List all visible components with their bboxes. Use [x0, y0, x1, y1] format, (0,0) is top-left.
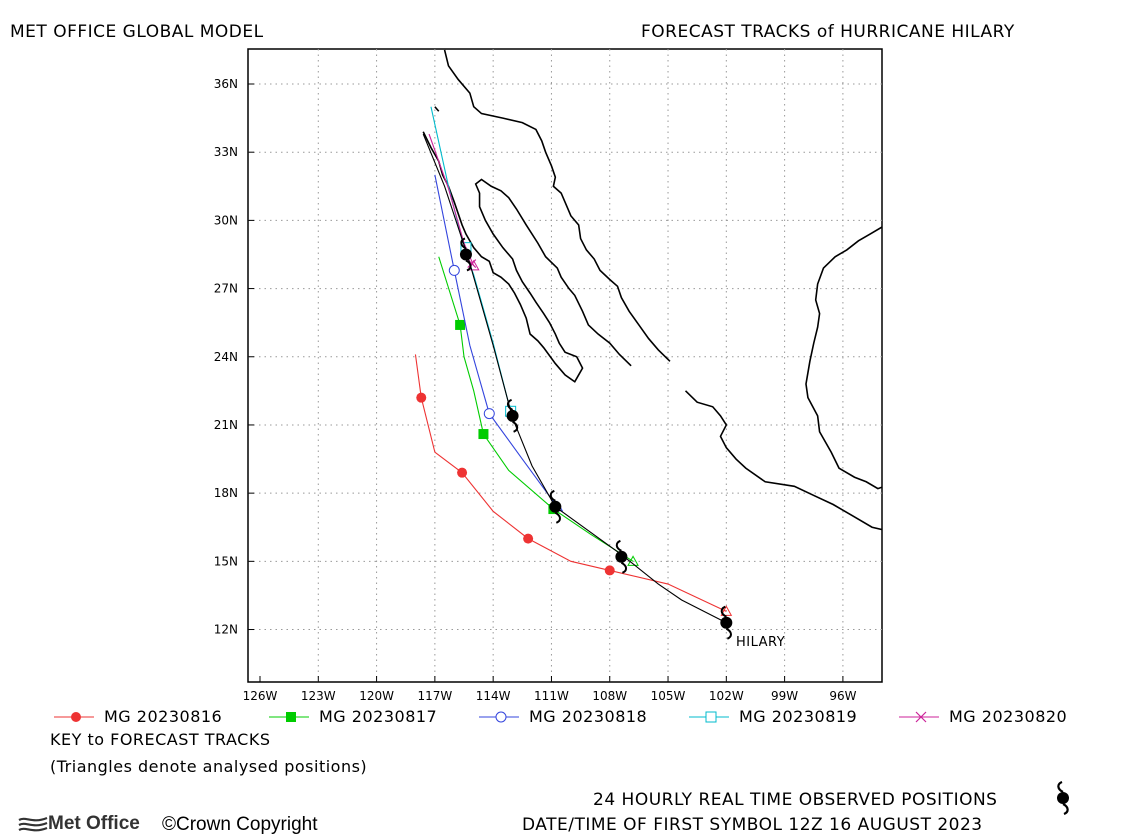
legend-label: MG 20230816: [104, 707, 223, 726]
lon-tick-label: 111W: [534, 689, 569, 700]
lat-tick-label: 15N: [214, 554, 238, 568]
track-marker: [523, 533, 534, 544]
coastline: [422, 131, 632, 383]
lon-tick-label: 117W: [417, 689, 452, 700]
lat-tick-label: 36N: [214, 77, 238, 91]
lon-tick-label: 108W: [592, 689, 627, 700]
met-office-wave-icon: [18, 816, 48, 832]
track-line: [434, 174, 558, 508]
legend-item-20230816: MG 20230816: [50, 706, 222, 726]
hurricane-symbol-icon: [720, 605, 733, 640]
legend-item-20230820: MG 20230820: [895, 706, 1067, 726]
coastline: [434, 106, 440, 112]
legend-swatch-green-square: [269, 711, 309, 722]
track-marker: [416, 392, 427, 403]
lon-tick-label: 126W: [243, 689, 278, 700]
legend-swatch-cyan-square: [689, 711, 729, 722]
lat-tick-label: 27N: [214, 282, 238, 296]
lon-tick-label: 99W: [771, 689, 798, 700]
header-left-title: MET OFFICE GLOBAL MODEL: [10, 22, 264, 42]
longitude-labels: 126W 123W 120W 117W 114W 111W 108W 105W 102W 99W 9…: [243, 689, 857, 700]
legend-label: MG 20230819: [739, 707, 858, 726]
coastlines: [422, 49, 882, 531]
crown-copyright: ©Crown Copyright: [162, 814, 318, 835]
track-marker: [448, 264, 460, 276]
lat-tick-label: 24N: [214, 350, 238, 364]
track-marker: [483, 408, 495, 420]
hurricane-symbol-icon: [506, 398, 519, 433]
header-right-title: FORECAST TRACKS of HURRICANE HILARY: [641, 22, 1015, 42]
legend-item-20230817: MG 20230817: [265, 706, 437, 726]
key-title: KEY to FORECAST TRACKS: [50, 730, 271, 749]
legend-item-20230819: MG 20230819: [685, 706, 857, 726]
legend-swatch-magenta-cross: [899, 711, 939, 722]
latitude-labels: 36N 33N 30N 27N 24N 21N 18N 15N 12N: [214, 77, 238, 637]
analysed-position-triangle: [720, 605, 733, 616]
lat-tick-label: 12N: [214, 623, 238, 637]
observed-track-line: [422, 133, 727, 624]
lon-tick-label: 105W: [651, 689, 686, 700]
track-marker: [604, 565, 615, 576]
hurricane-symbol-icon: [459, 237, 472, 272]
observed-track: [422, 133, 733, 640]
legend-swatch-red-circle: [54, 711, 94, 722]
legend-item-20230818: MG 20230818: [475, 706, 647, 726]
analysed-position-triangle: [627, 555, 639, 566]
lon-tick-label: 120W: [359, 689, 394, 700]
track-marker: [455, 319, 466, 330]
lat-tick-label: 18N: [214, 486, 238, 500]
track-line: [414, 354, 727, 612]
lat-tick-label: 33N: [214, 145, 238, 159]
observed-positions-note: 24 HOURLY REAL TIME OBSERVED POSITIONS: [593, 790, 998, 810]
lon-tick-label: 123W: [301, 689, 336, 700]
hurricane-symbol-icon: [615, 539, 628, 574]
met-office-logo: Met Office: [18, 813, 140, 835]
key-note: (Triangles denote analysed positions): [50, 757, 368, 776]
storm-name-label: HILARY: [736, 635, 785, 650]
coastline: [684, 390, 882, 531]
map-frame: [247, 48, 883, 683]
lat-tick-label: 30N: [214, 213, 238, 227]
coastline: [805, 226, 882, 490]
lon-tick-label: 114W: [476, 689, 511, 700]
observed-hurricane-symbol-icon: [1057, 781, 1069, 815]
met-office-logo-text: Met Office: [48, 813, 140, 834]
legend-label: MG 20230820: [949, 707, 1068, 726]
track-marker: [478, 429, 489, 440]
lon-tick-label: 102W: [709, 689, 744, 700]
grid-lines: [248, 49, 882, 682]
lon-tick-label: 96W: [829, 689, 856, 700]
legend-label: MG 20230818: [529, 707, 648, 726]
legend-label: MG 20230817: [319, 707, 438, 726]
lat-tick-label: 21N: [214, 418, 238, 432]
first-symbol-datetime: DATE/TIME OF FIRST SYMBOL 12Z 16 AUGUST …: [522, 815, 983, 835]
coastline: [443, 49, 671, 362]
legend-swatch-blue-circle: [479, 711, 519, 722]
hurricane-symbol-icon: [549, 489, 562, 524]
forecast-track-map: 126W 123W 120W 117W 114W 111W 108W 105W 102W 99W 9…: [214, 48, 883, 700]
track-marker: [457, 467, 468, 478]
